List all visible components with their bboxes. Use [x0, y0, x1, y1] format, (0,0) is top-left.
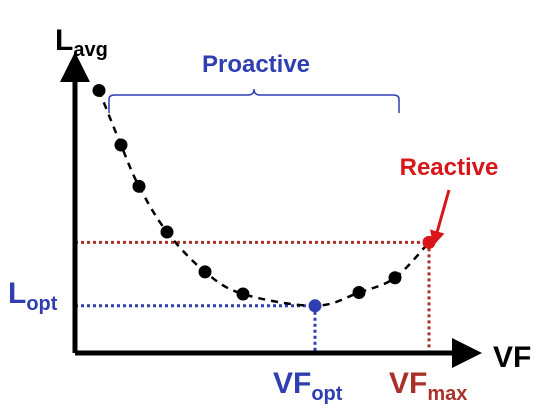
l-opt-label-sub: opt	[26, 293, 57, 315]
proactive-brace	[108, 88, 400, 113]
vf-max-label-sub: max	[427, 383, 467, 405]
y-axis-label-sub: avg	[73, 39, 107, 61]
data-point	[114, 138, 128, 152]
data-point	[198, 265, 212, 279]
optimum-point	[308, 299, 322, 313]
l-opt-label: Lopt	[8, 277, 58, 315]
proactive-label: Proactive	[202, 51, 310, 78]
vf-opt-label-main: VF	[273, 367, 311, 400]
data-point	[236, 287, 250, 301]
data-points	[92, 83, 436, 313]
vf-opt-label: VFopt	[273, 367, 343, 405]
y-axis-label-main: L	[55, 24, 73, 57]
data-point	[352, 286, 366, 300]
fitted-curve	[97, 89, 430, 308]
l-opt-label-main: L	[8, 277, 26, 310]
reactive-label: Reactive	[400, 154, 499, 181]
data-point	[160, 225, 174, 239]
data-point	[132, 179, 146, 193]
y-axis-label: Lavg	[55, 24, 108, 61]
vf-max-label: VFmax	[389, 367, 467, 405]
vf-max-label-main: VF	[389, 367, 427, 400]
x-axis-label: VF	[493, 341, 531, 374]
reactive-arrow	[430, 189, 451, 246]
data-point	[388, 271, 402, 285]
data-point	[92, 83, 106, 97]
vf-opt-label-sub: opt	[311, 383, 342, 405]
